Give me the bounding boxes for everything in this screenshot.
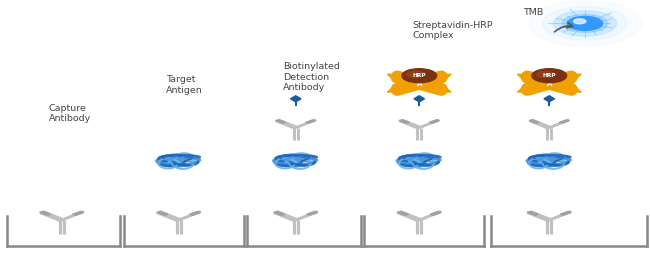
Polygon shape — [387, 87, 401, 92]
Circle shape — [573, 19, 586, 24]
Text: Capture
Antibody: Capture Antibody — [49, 104, 91, 123]
Polygon shape — [437, 87, 451, 92]
Circle shape — [529, 1, 641, 46]
Text: TMB: TMB — [523, 8, 543, 17]
Polygon shape — [291, 96, 301, 102]
Circle shape — [562, 14, 608, 32]
Text: Target
Antigen: Target Antigen — [166, 75, 203, 95]
Polygon shape — [567, 74, 581, 79]
Polygon shape — [437, 74, 451, 79]
Text: Biotinylated
Detection
Antibody: Biotinylated Detection Antibody — [283, 62, 339, 92]
Circle shape — [543, 6, 627, 40]
Polygon shape — [544, 96, 554, 102]
Circle shape — [537, 71, 553, 78]
Circle shape — [553, 11, 617, 36]
Text: A: A — [417, 81, 422, 87]
Text: Streptavidin-HRP
Complex: Streptavidin-HRP Complex — [413, 21, 493, 40]
Circle shape — [567, 16, 603, 30]
Circle shape — [532, 69, 567, 83]
Polygon shape — [517, 74, 531, 79]
Polygon shape — [387, 74, 401, 79]
Text: A: A — [547, 81, 552, 87]
Text: HRP: HRP — [413, 73, 426, 78]
Polygon shape — [517, 87, 531, 92]
Polygon shape — [567, 87, 581, 92]
Text: HRP: HRP — [543, 73, 556, 78]
Circle shape — [402, 69, 437, 83]
Circle shape — [407, 71, 423, 78]
Polygon shape — [414, 96, 424, 102]
